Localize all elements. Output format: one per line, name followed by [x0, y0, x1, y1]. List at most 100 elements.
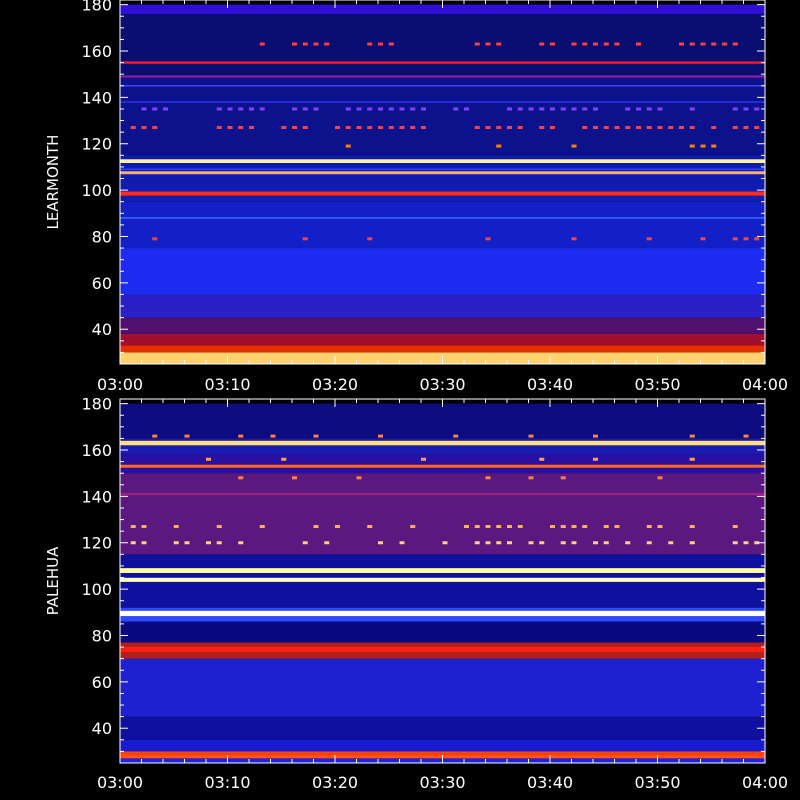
learmonth-signal-blip [507, 107, 512, 111]
learmonth-signal-blip [550, 42, 555, 46]
palehua-signal-blip [507, 541, 512, 545]
learmonth-signal-blip [732, 237, 738, 241]
learmonth-signal-blip [152, 107, 158, 111]
learmonth-signal-blip [550, 126, 555, 130]
palehua-signal-blip [410, 525, 416, 529]
learmonth-x-tick-label: 03:00 [97, 375, 143, 394]
learmonth-signal-blip [421, 126, 426, 130]
learmonth-signal-blip [593, 42, 598, 46]
palehua-signal-blip [625, 541, 631, 545]
palehua-y-tick-label: 80 [92, 626, 112, 645]
learmonth-signal-blip [722, 42, 727, 46]
learmonth-y-tick-label: 120 [81, 135, 112, 154]
palehua-emission-line [120, 440, 765, 446]
palehua-signal-blip [485, 476, 491, 480]
learmonth-y-axis: 40 60 80 100 120 140 160 180 [81, 0, 765, 353]
palehua-signal-blip [571, 541, 577, 545]
palehua-signal-blip [335, 525, 340, 529]
palehua-signal-blip [614, 525, 620, 529]
palehua-signal-blip [496, 541, 502, 545]
palehua-emission-line [120, 752, 765, 756]
palehua-signal-blip [399, 541, 405, 545]
learmonth-signal-blip [528, 107, 534, 111]
learmonth-y-tick-label: 140 [81, 88, 112, 107]
learmonth-emission-line [120, 61, 765, 64]
learmonth-band [120, 345, 765, 353]
palehua-x-axis: 03:00 03:10 03:20 03:30 03:40 03:50 04:00 [97, 399, 788, 792]
palehua-signal-blip [152, 434, 158, 438]
learmonth-signal-blip [571, 237, 577, 241]
learmonth-signal-blip [646, 107, 652, 111]
palehua-signal-blip [216, 541, 222, 545]
palehua-y-tick-label: 160 [81, 441, 112, 460]
learmonth-signal-blip [496, 42, 502, 46]
palehua-x-tick-label: 03:50 [634, 773, 680, 792]
learmonth-emission-line [120, 191, 765, 196]
palehua-signal-blip [560, 541, 566, 545]
learmonth-y-tick-label: 160 [81, 42, 112, 61]
learmonth-signal-blip [388, 42, 394, 46]
palehua-signal-blip [442, 541, 448, 545]
learmonth-signal-blip [593, 126, 598, 130]
palehua-x-tick-label: 03:00 [97, 773, 143, 792]
palehua-signal-blip [238, 434, 244, 438]
palehua-signal-blip [754, 541, 760, 545]
palehua-signal-blip [517, 525, 523, 529]
learmonth-x-tick-label: 03:10 [204, 375, 250, 394]
learmonth-y-tick-label: 60 [92, 274, 112, 293]
palehua-signal-blip [528, 434, 534, 438]
learmonth-signal-blip [614, 42, 620, 46]
learmonth-signal-blip [313, 42, 319, 46]
learmonth-signal-blip [324, 42, 330, 46]
learmonth-signal-blip [367, 126, 373, 130]
palehua-signal-blip [206, 457, 211, 461]
learmonth-x-axis: 03:00 03:10 03:20 03:30 03:40 03:50 04:00 [97, 0, 788, 394]
learmonth-signal-blip [679, 42, 684, 46]
palehua-signal-blip [281, 457, 287, 461]
palehua-signal-blip [603, 541, 609, 545]
palehua-band [120, 739, 765, 752]
learmonth-signal-blip [700, 144, 706, 148]
learmonth-signal-blip [238, 126, 244, 130]
learmonth-signal-blip [582, 107, 588, 111]
learmonth-signal-blip [399, 107, 405, 111]
learmonth-signal-blip [743, 107, 749, 111]
palehua-band [120, 621, 765, 643]
palehua-signal-blip [356, 476, 362, 480]
palehua-signal-blip [539, 541, 545, 545]
learmonth-signal-blip [679, 126, 684, 130]
learmonth-signal-blip [582, 42, 588, 46]
palehua-emission-line [120, 610, 765, 617]
learmonth-emission-line [120, 168, 765, 170]
palehua-band [120, 716, 765, 740]
learmonth-signal-blip [345, 144, 351, 148]
learmonth-signal-blip [614, 126, 620, 130]
palehua-band [120, 454, 765, 474]
learmonth-signal-blip [356, 126, 362, 130]
palehua-signal-blip [560, 525, 566, 529]
learmonth-signal-blip [292, 126, 297, 130]
palehua-signal-blip [732, 525, 738, 529]
palehua-emission-line [120, 646, 765, 652]
learmonth-signal-blip [227, 126, 233, 130]
learmonth-band [120, 201, 765, 249]
learmonth-signal-blip [754, 237, 760, 241]
palehua-signal-blip [421, 457, 426, 461]
learmonth-signal-blip [668, 126, 674, 130]
palehua-y-tick-label: 140 [81, 487, 112, 506]
learmonth-emission-line [120, 159, 765, 163]
palehua-signal-blip [689, 525, 695, 529]
palehua-signal-blip [173, 525, 179, 529]
learmonth-signal-blip [302, 107, 308, 111]
learmonth-band [120, 74, 765, 156]
palehua-signal-blip [173, 541, 179, 545]
learmonth-signal-blip [485, 126, 491, 130]
learmonth-signal-blip [410, 107, 416, 111]
palehua-signal-blip [646, 541, 652, 545]
learmonth-signal-blip [259, 42, 265, 46]
palehua-signal-blip [485, 525, 491, 529]
palehua-signal-blip [539, 457, 545, 461]
palehua-signal-blip [184, 434, 190, 438]
learmonth-signal-blip [292, 107, 297, 111]
